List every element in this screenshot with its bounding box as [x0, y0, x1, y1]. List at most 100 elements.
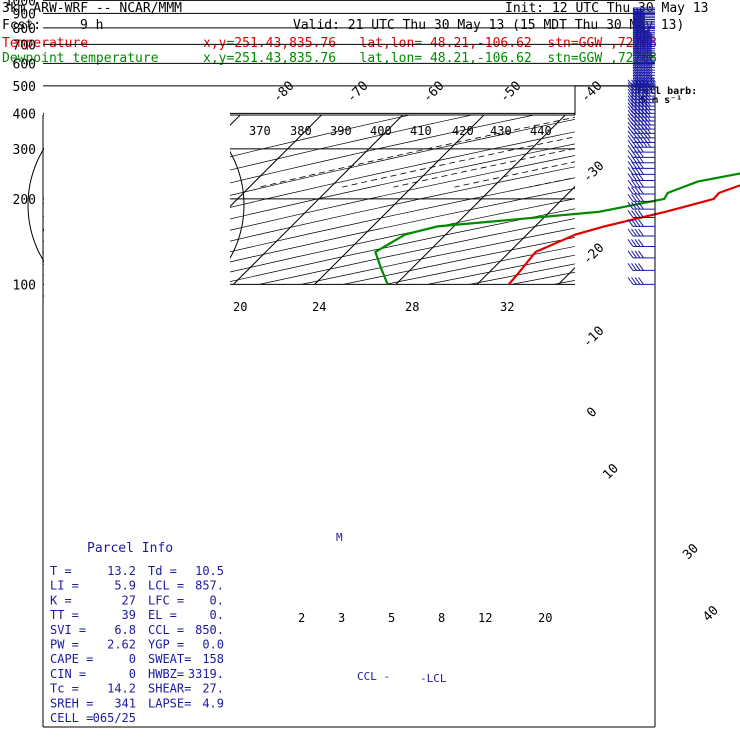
barb-scale-label: Full barb:	[637, 86, 697, 97]
isotherm-label: -40	[578, 79, 605, 106]
theta-label: 380	[290, 124, 312, 138]
parcel-info-value: 27.	[202, 682, 224, 696]
pressure-tick-label: 100	[13, 278, 36, 293]
dry-adiabat-line	[427, 254, 575, 285]
dry-adiabat-line	[43, 143, 575, 265]
parcel-info-value: 14.2	[107, 682, 136, 696]
wind-barb	[627, 179, 655, 188]
dewpoint-line	[374, 172, 740, 285]
dry-adiabat-line	[217, 208, 575, 285]
parcel-info-value: 2.62	[107, 638, 136, 652]
parcel-info-title: Parcel Info	[87, 541, 173, 556]
theta-label: 430	[490, 124, 512, 138]
parcel-info-key: T =	[50, 564, 72, 578]
dewpoint-legend-label: Dewpoint temperature	[2, 51, 159, 66]
parcel-info-key: CAPE =	[50, 652, 93, 666]
init-time: Init: 12 UTC Thu 30 May 13	[505, 1, 709, 16]
theta-label: 390	[330, 124, 352, 138]
annotation-m: M	[336, 531, 343, 544]
wind-barb	[627, 228, 655, 237]
isotherm-label: -50	[497, 79, 524, 106]
parcel-info-key: Td =	[148, 564, 177, 578]
wind-barb	[627, 186, 655, 195]
isotherm-label: -20	[580, 241, 607, 268]
speed-tick-label: 32	[500, 300, 514, 314]
annotation-ccl: CCL -	[357, 670, 390, 683]
speed-tick-label: 20	[233, 300, 247, 314]
wind-barb	[627, 117, 655, 126]
isotherm-label: -10	[580, 324, 607, 351]
parcel-info-value: 065/25	[93, 711, 136, 725]
isotherm-line	[314, 115, 485, 285]
pressure-tick-label: 1000	[5, 0, 36, 9]
parcel-info-key: HWBZ=	[148, 667, 184, 681]
parcel-info-value: 0.	[210, 608, 224, 622]
dry-adiabat-line	[43, 115, 536, 230]
mixing-ratio-label: 8	[438, 611, 445, 625]
isotherm-label: 10	[600, 461, 622, 483]
parcel-info-value: 27	[122, 593, 136, 607]
parcel-info-value: 341	[114, 696, 136, 710]
wind-barb	[627, 201, 655, 210]
pressure-tick-label: 200	[13, 193, 36, 208]
parcel-info-key: SREH =	[50, 696, 93, 710]
parcel-info-key: Tc =	[50, 682, 79, 696]
dry-adiabat-line	[680, 0, 740, 284]
mixing-ratio-label: 5	[388, 611, 395, 625]
parcel-info-key: PW =	[50, 638, 79, 652]
mixing-ratio-label: 3	[338, 611, 345, 625]
parcel-info-value: 0	[129, 652, 136, 666]
pressure-tick-label: 300	[13, 143, 36, 158]
theta-label: 440	[530, 124, 552, 138]
wind-barb	[632, 9, 655, 17]
speed-tick-label: 28	[405, 300, 419, 314]
header: 3km ARW-WRF -- NCAR/MMM Init: 12 UTC Thu…	[0, 0, 740, 70]
parcel-info-key: LAPSE=	[148, 696, 191, 710]
parcel-info-key: SVI =	[50, 623, 86, 637]
wind-barb	[632, 7, 655, 16]
parcel-info-key: LI =	[50, 579, 79, 593]
parcel-info-key: CIN =	[50, 667, 86, 681]
model-title: 3km ARW-WRF -- NCAR/MMM	[2, 1, 183, 16]
dry-adiabat-line	[43, 119, 575, 242]
parcel-info-key: LCL =	[148, 579, 184, 593]
isotherm-line	[233, 115, 404, 285]
dry-adiabat-line	[511, 271, 575, 285]
isotherm-label: -80	[270, 79, 297, 106]
isotherm-line	[476, 185, 575, 285]
isotherm-label: 0	[584, 405, 600, 421]
wind-barb	[627, 219, 655, 227]
parcel-info-key: CELL =	[50, 711, 93, 725]
dry-adiabat-line	[259, 218, 575, 285]
theta-label: 400	[370, 124, 392, 138]
wind-barb	[627, 250, 655, 259]
mixing-ratio-label: 2	[298, 611, 305, 625]
wind-barb	[632, 10, 655, 19]
forecast-value: 9 h	[80, 18, 104, 33]
theta-label: 370	[249, 124, 271, 138]
temperature-location: x,y=251.43,835.76 lat,lon= 48.21,-106.62…	[203, 36, 657, 51]
parcel-info-value: 857.	[195, 579, 224, 593]
pressure-tick-label: 700	[13, 38, 36, 53]
wind-barb	[627, 210, 655, 218]
isotherm-label: 40	[700, 603, 722, 625]
dry-adiabat-line	[596, 0, 740, 284]
parcel-info-value: 4.9	[202, 696, 224, 710]
temperature-legend-label: Temperature	[2, 36, 89, 51]
moist-adiabat-line	[259, 116, 575, 188]
wind-barb	[627, 194, 655, 202]
annotation-lcl: -LCL	[420, 672, 447, 685]
dry-adiabat-line	[43, 115, 474, 218]
parcel-info-panel	[44, 87, 230, 727]
pressure-tick-label: 400	[13, 107, 36, 122]
dry-adiabat-line	[343, 236, 575, 285]
parcel-info-key: SHEAR=	[148, 682, 191, 696]
temperature-line	[507, 184, 740, 286]
isotherm-label: -70	[344, 79, 371, 106]
forecast-label: Fcst:	[2, 18, 42, 33]
parcel-info-value: 39	[122, 608, 136, 622]
parcel-info-value: 5.9	[114, 579, 136, 593]
isotherm-line	[721, 0, 740, 284]
parcel-info-value: 0	[129, 667, 136, 681]
